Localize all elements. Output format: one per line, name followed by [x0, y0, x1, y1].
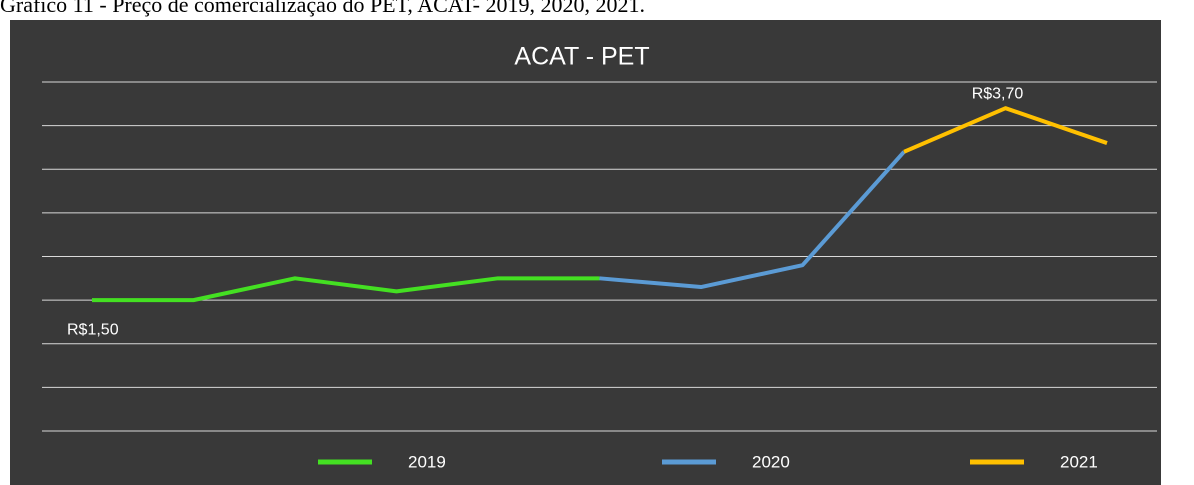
series-line: [903, 106, 1108, 154]
chart-background: [10, 20, 1161, 485]
chart-title: ACAT - PET: [514, 43, 649, 71]
legend-label: 2019: [408, 452, 446, 471]
series-line: [92, 276, 600, 303]
data-label: R$3,70: [972, 85, 1024, 102]
series-line: [599, 150, 906, 290]
legend-label: 2020: [752, 452, 790, 471]
caption: Gráfico 11 - Preço de comercialização do…: [0, 0, 645, 17]
data-label: R$1,50: [67, 321, 119, 338]
legend-label: 2021: [1060, 452, 1098, 471]
